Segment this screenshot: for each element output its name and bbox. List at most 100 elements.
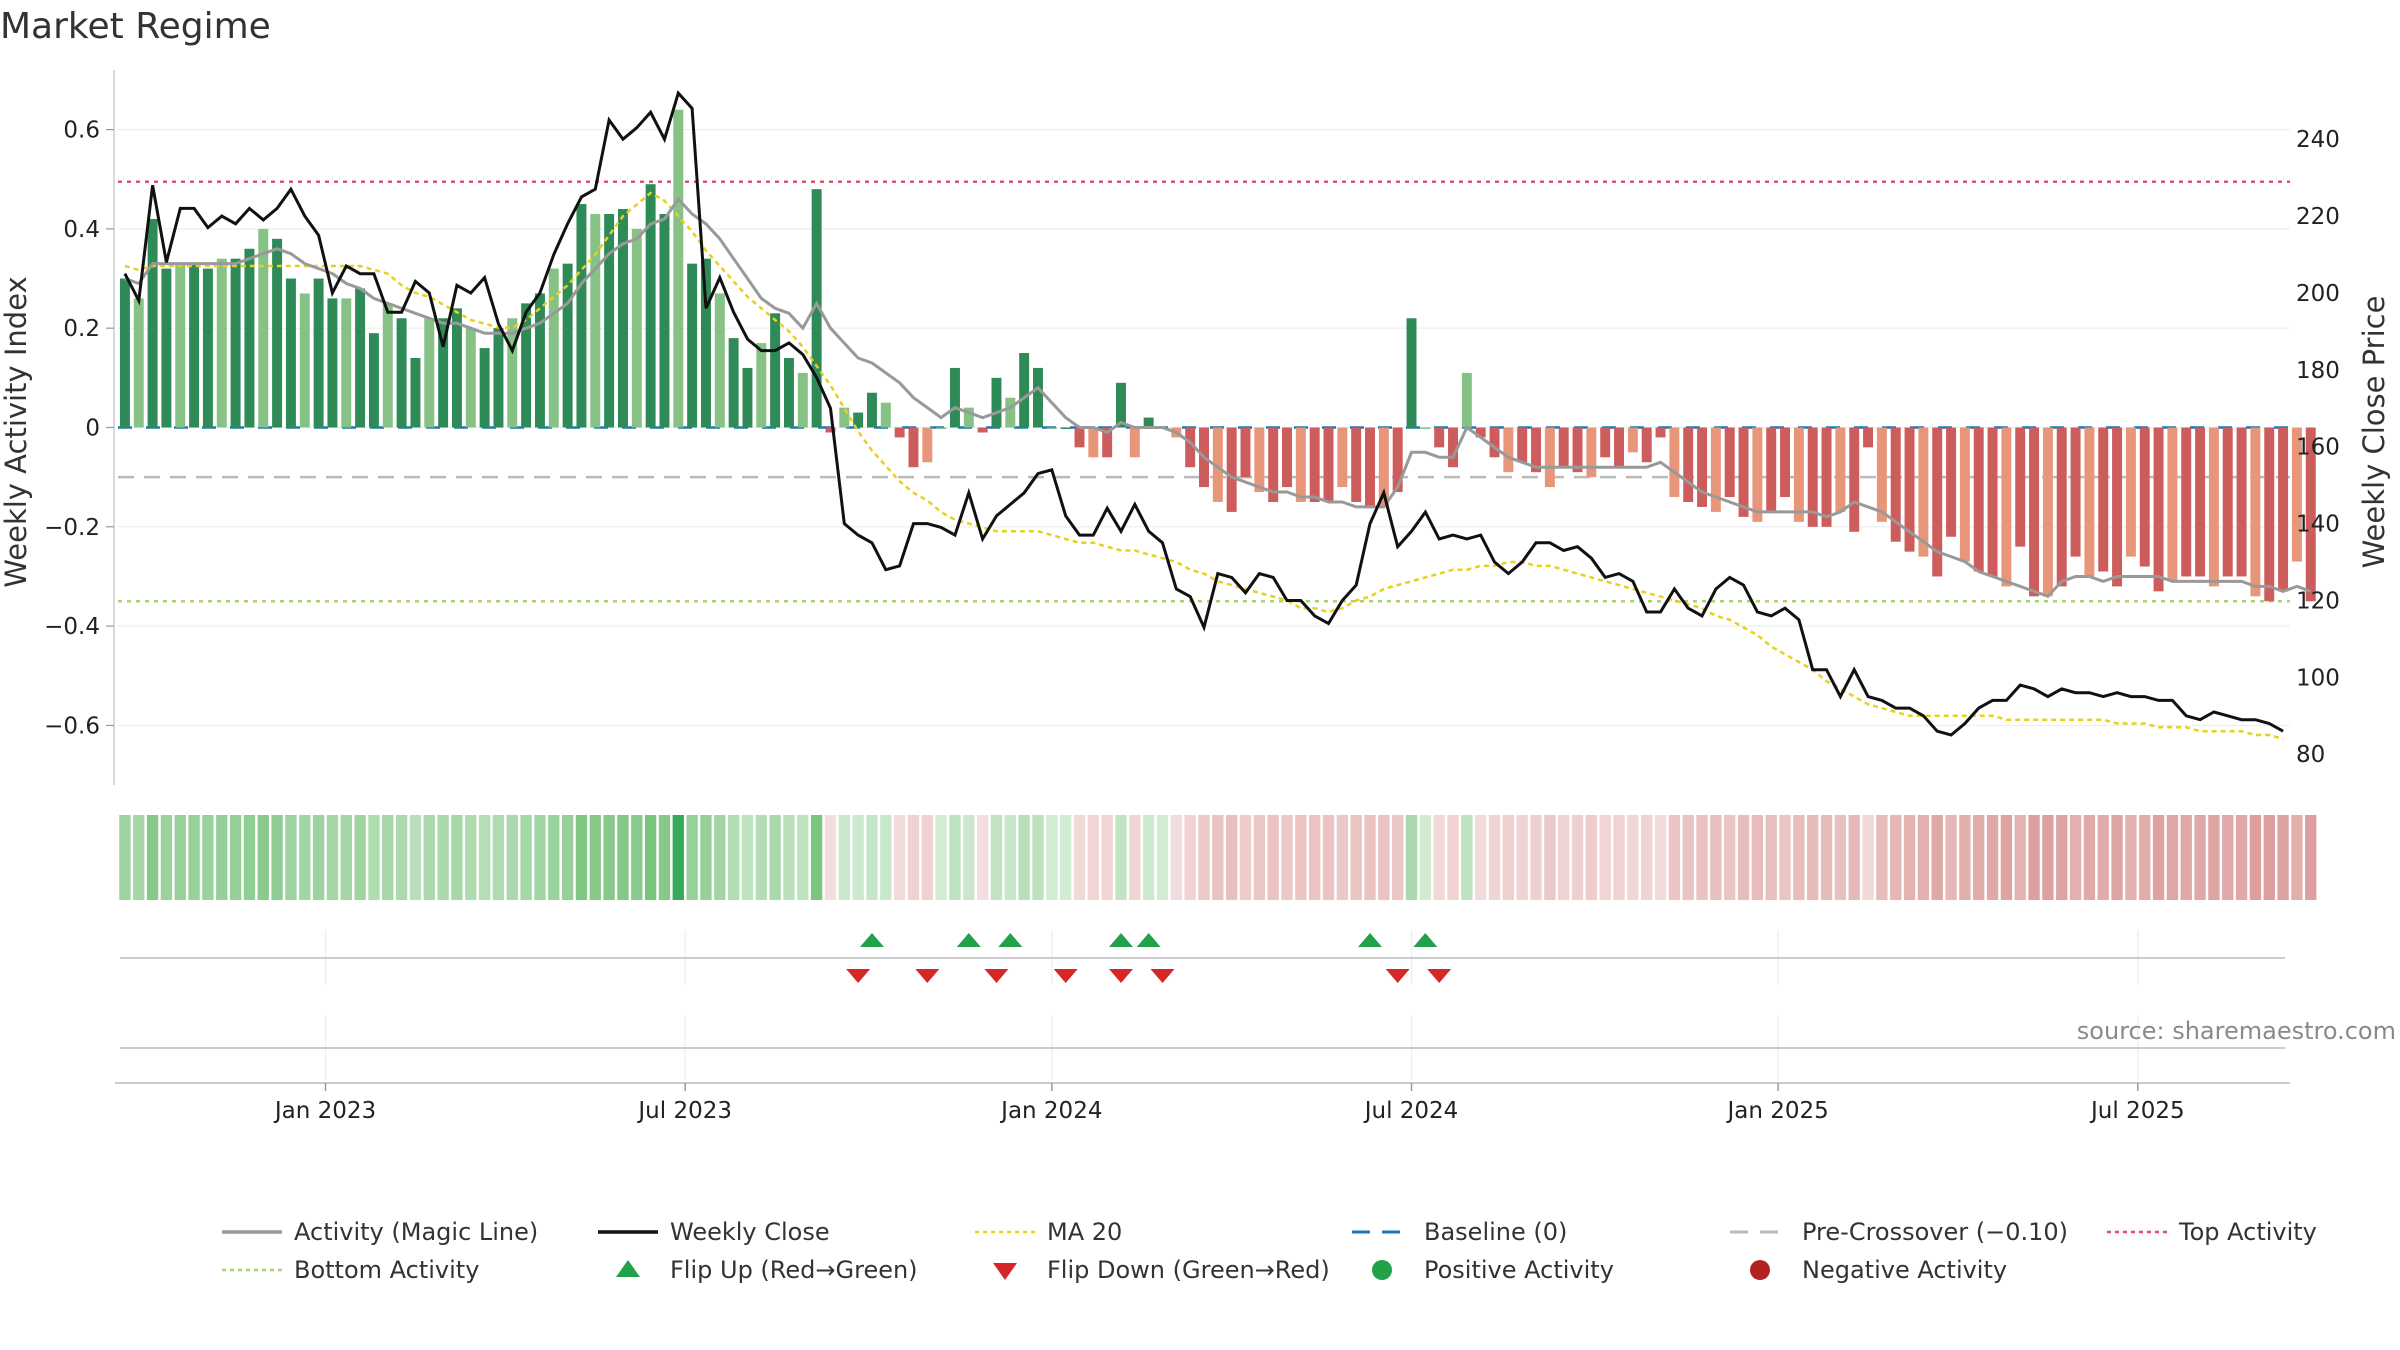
left-axis-title: Weekly Activity Index xyxy=(0,276,33,587)
right-tick-label: 240 xyxy=(2296,127,2340,153)
legend: Activity (Magic Line) Weekly Close MA 20 Ba… xyxy=(222,1218,2317,1284)
activity-bar xyxy=(1226,427,1237,512)
regime-cell xyxy=(1931,815,1943,900)
regime-cell xyxy=(2069,815,2082,900)
right-axis-ticks: 240 220 200 180 160 140 120 100 80 xyxy=(2296,127,2340,768)
activity-bar xyxy=(1378,427,1389,507)
x-tick-label: Jul 2024 xyxy=(1363,1098,1459,1124)
x-tick-label: Jan 2025 xyxy=(1725,1098,1828,1124)
regime-cell xyxy=(1793,815,1805,900)
activity-bar xyxy=(1517,427,1528,463)
regime-cell xyxy=(658,815,671,900)
activity-bar xyxy=(839,407,850,428)
activity-bar xyxy=(1212,427,1223,502)
activity-bar xyxy=(562,263,573,428)
activity-bar xyxy=(2084,427,2095,577)
activity-bar xyxy=(1973,427,1984,572)
activity-bar xyxy=(396,318,407,428)
regime-cell xyxy=(216,815,228,900)
ma20-line xyxy=(124,191,2284,741)
activity-bar xyxy=(1793,427,1804,522)
regime-cell xyxy=(797,815,809,900)
regime-cell xyxy=(1627,815,1639,900)
activity-bar xyxy=(1102,427,1113,458)
right-tick-label: 80 xyxy=(2296,742,2325,768)
activity-bar xyxy=(1641,427,1652,463)
regime-cell xyxy=(1226,815,1238,900)
activity-bar xyxy=(728,338,739,428)
regime-cell xyxy=(1392,815,1404,900)
regime-cell xyxy=(1544,815,1556,900)
regime-cell xyxy=(534,815,546,900)
legend-item-weekly-close: Weekly Close xyxy=(598,1218,830,1246)
left-tick-label: −0.6 xyxy=(44,713,100,739)
regime-cell xyxy=(1087,815,1099,900)
activity-bar xyxy=(2112,427,2123,587)
right-tick-label: 200 xyxy=(2296,281,2340,307)
regime-strip xyxy=(119,815,2317,900)
activity-bar xyxy=(2250,427,2261,597)
activity-bar xyxy=(825,427,836,433)
regime-cell xyxy=(1253,815,1266,900)
activity-bar xyxy=(2056,427,2067,587)
left-tick-label: 0.4 xyxy=(63,217,100,243)
regime-cell xyxy=(271,815,283,900)
legend-item-flip-down: Flip Down (Green→Red) xyxy=(993,1256,1330,1284)
activity-bar xyxy=(1669,427,1680,498)
regime-cell xyxy=(478,815,491,900)
regime-cell xyxy=(1419,815,1432,900)
regime-cell xyxy=(603,815,615,900)
regime-cell xyxy=(1862,815,1874,900)
regime-cell xyxy=(1654,815,1667,900)
regime-cell xyxy=(1350,815,1362,900)
regime-cell xyxy=(1834,815,1847,900)
activity-bar xyxy=(659,213,670,428)
legend-label: Pre-Crossover (−0.10) xyxy=(1802,1218,2068,1246)
activity-bar xyxy=(1544,427,1555,488)
regime-cell xyxy=(1115,815,1127,900)
flip-up-marker xyxy=(1413,933,1438,947)
regime-cell xyxy=(1765,815,1777,900)
legend-label: Top Activity xyxy=(2178,1218,2317,1246)
regime-cell xyxy=(354,815,366,900)
right-axis-title: Weekly Close Price xyxy=(2357,296,2391,569)
activity-bar xyxy=(1323,427,1334,502)
activity-bar xyxy=(2278,427,2289,592)
activity-bar xyxy=(258,228,269,428)
magic-line xyxy=(124,196,2312,599)
activity-bar xyxy=(1780,427,1791,498)
regime-cell xyxy=(686,815,698,900)
activity-bar xyxy=(2098,427,2109,572)
activity-bar xyxy=(742,367,753,428)
regime-cell xyxy=(2291,815,2303,900)
activity-bar xyxy=(2305,427,2316,602)
activity-bar xyxy=(202,268,213,428)
activity-bar xyxy=(1392,427,1403,493)
activity-bar xyxy=(1365,427,1375,507)
left-axis-ticks: 0.6 0.4 0.2 0 −0.2 −0.4 −0.6 xyxy=(44,118,114,739)
activity-bar xyxy=(1019,353,1030,428)
regime-cell xyxy=(1184,815,1196,900)
legend-label: Baseline (0) xyxy=(1424,1218,1567,1246)
regime-cell xyxy=(769,815,781,900)
legend-item-negative: Negative Activity xyxy=(1750,1256,2007,1284)
activity-bar xyxy=(1351,427,1362,502)
regime-cell xyxy=(2097,815,2109,900)
regime-cell xyxy=(312,815,325,900)
flip-up-marker xyxy=(1108,933,1133,947)
regime-cell xyxy=(963,815,975,900)
activity-bar xyxy=(590,213,601,428)
flip-down-marker xyxy=(846,969,871,983)
activity-bar xyxy=(299,293,310,428)
regime-cell xyxy=(548,815,560,900)
flip-up-marker xyxy=(859,933,884,947)
activity-bar xyxy=(313,278,324,428)
regime-cell xyxy=(506,815,518,900)
activity-bar xyxy=(770,313,781,428)
activity-bar xyxy=(866,392,877,428)
series-lines xyxy=(123,90,2312,741)
right-tick-label: 160 xyxy=(2296,435,2340,461)
regime-cell xyxy=(1336,815,1349,900)
activity-bar xyxy=(2139,427,2150,567)
activity-bar xyxy=(1697,427,1708,507)
